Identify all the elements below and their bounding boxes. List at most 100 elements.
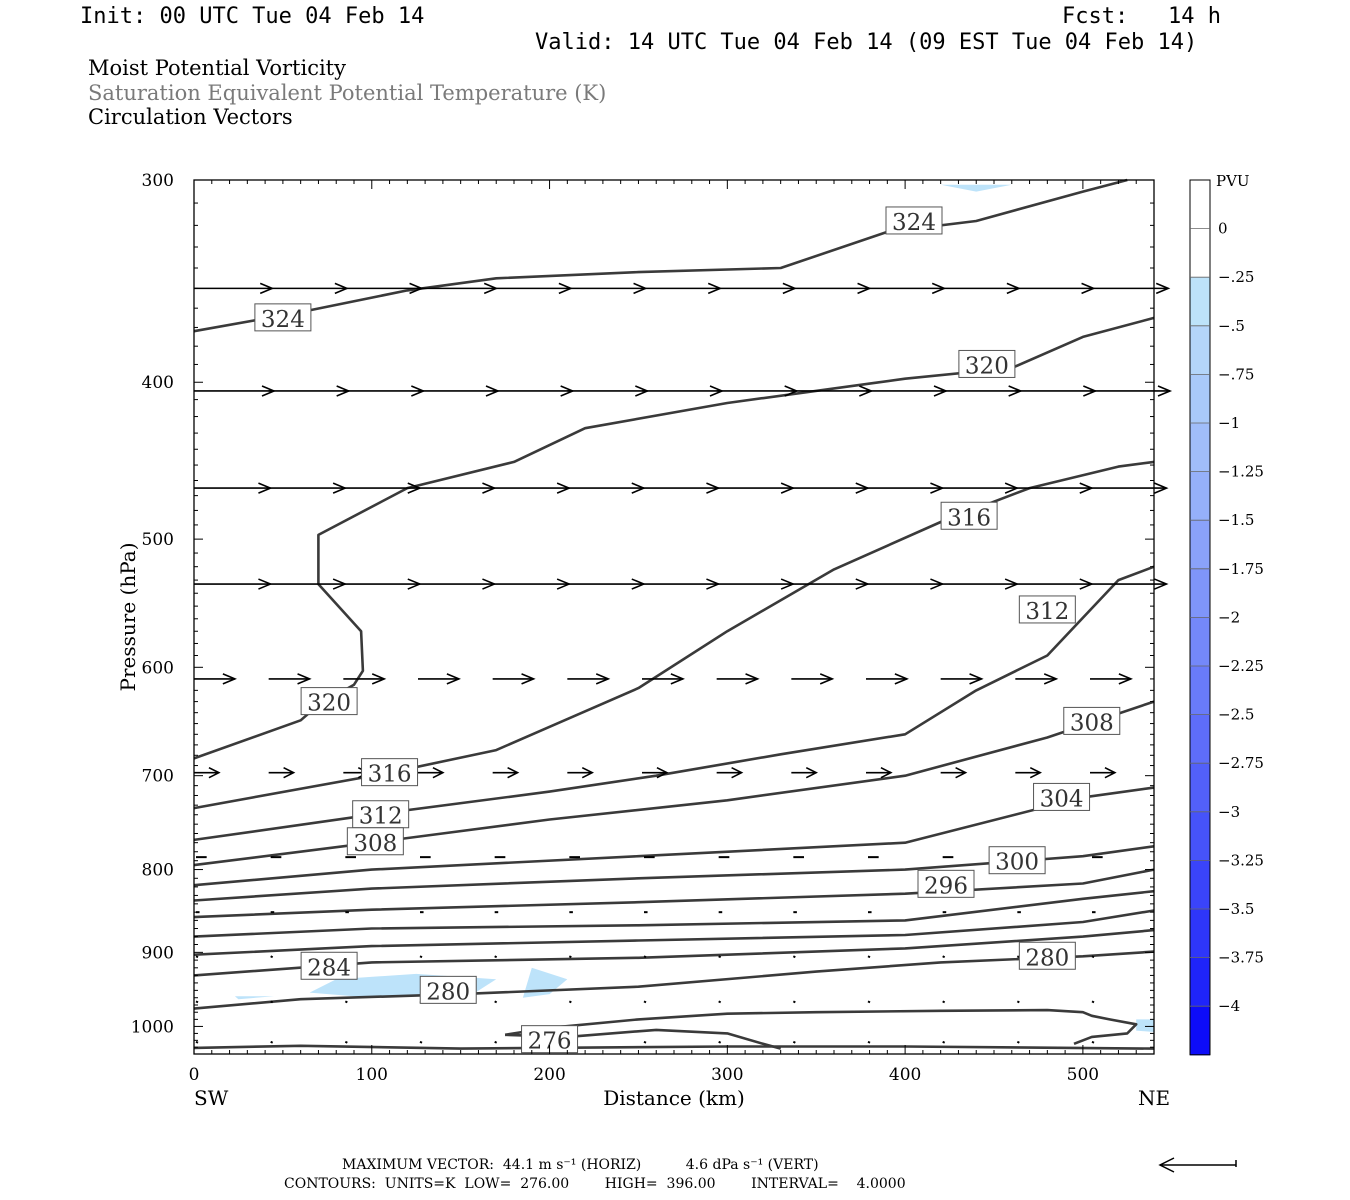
contour-label-text: 304	[1040, 786, 1084, 812]
circulation-vector	[942, 1000, 946, 1004]
contour-label-text: 320	[307, 691, 351, 717]
contour-label-box	[958, 349, 1016, 378]
contour-label-layer: 3243243203203163163123123083083043002962…	[254, 206, 1121, 1055]
colorbar-tick-label: −1.5	[1218, 511, 1254, 529]
circulation-vector	[1016, 1000, 1020, 1004]
contour-line-272	[193, 1044, 1155, 1050]
pv-colorbar: 0 −.25 −.5 −.75 −1 −1.25 −1.5 −1.75 −2 −2.25 −2.5 −…	[1189, 179, 1264, 1056]
forecast-hour: Fcst: 14 h	[1062, 4, 1221, 29]
circulation-vector	[942, 955, 946, 959]
colorbar-tick-label: −2.25	[1218, 657, 1264, 675]
colorbar-tick-label: −3.75	[1218, 949, 1264, 967]
contour-label-box	[1063, 706, 1121, 735]
colorbar-tick-label: −2.5	[1218, 706, 1254, 724]
contour-label-312: 312	[352, 800, 410, 830]
colorbar-swatch	[1190, 1006, 1210, 1056]
contour-label-312: 312	[1018, 595, 1076, 625]
contour-label-308: 308	[1063, 706, 1121, 736]
contour-label-text: 312	[1025, 599, 1069, 625]
circulation-vector-head	[581, 766, 595, 779]
contour-line-276	[504, 1008, 1138, 1046]
contour-label-280: 280	[1018, 941, 1076, 971]
contour-line-292	[193, 889, 1155, 938]
contour-label-316: 316	[361, 758, 419, 788]
colorbar-swatch	[1190, 180, 1210, 230]
circulation-vector-head	[208, 766, 221, 779]
contour-label-text: 324	[261, 307, 305, 333]
y-axis-title: Pressure (hPa)	[116, 543, 140, 692]
circulation-vector	[568, 1000, 572, 1004]
colorbar-swatch	[1190, 714, 1210, 764]
contour-label-box	[300, 687, 358, 716]
contour-label-box	[1018, 941, 1076, 970]
contour-label-text: 320	[965, 353, 1009, 379]
circulation-vector	[643, 1040, 647, 1044]
colorbar-swatch	[1190, 763, 1210, 813]
circulation-vector	[419, 1040, 423, 1044]
contour-label-308: 308	[346, 827, 404, 857]
x-tick-label: 200	[533, 1065, 565, 1085]
contour-label-280: 280	[419, 975, 477, 1005]
colorbar-swatch	[1190, 860, 1210, 910]
contour-line-316	[193, 460, 1155, 810]
colorbar-swatch	[1190, 423, 1210, 473]
circulation-vector	[270, 1000, 274, 1004]
circulation-vector	[792, 1000, 796, 1004]
contour-label-box	[1033, 782, 1091, 811]
contour-line-288	[193, 909, 1155, 956]
colorbar-tick-label: −3	[1218, 803, 1240, 821]
circulation-vector	[1091, 1000, 1095, 1004]
reference-vector-arrow-icon	[1158, 1157, 1237, 1173]
circulation-vector-head	[656, 766, 669, 779]
contour-label-box	[885, 206, 943, 235]
circulation-vector-head	[222, 673, 237, 685]
contour-label-text: 280	[1025, 945, 1069, 971]
y-tick-label: 700	[142, 767, 174, 787]
circulation-vector	[494, 1040, 498, 1044]
colorbar-tick-label: −.5	[1218, 317, 1245, 335]
colorbar-title: PVU	[1216, 172, 1250, 190]
contour-label-316: 316	[940, 501, 998, 531]
contour-line-300	[193, 845, 1155, 902]
contour-label-box	[940, 501, 998, 530]
circulation-vector	[867, 1040, 871, 1044]
colorbar-tick-label: −.25	[1218, 268, 1254, 286]
colorbar-swatch	[1190, 617, 1210, 667]
colorbar-tick-label: −.75	[1218, 365, 1254, 383]
circulation-vector-head	[745, 673, 760, 685]
contour-label-320: 320	[300, 687, 358, 717]
title-theta-es: Saturation Equivalent Potential Temperat…	[88, 81, 607, 105]
colorbar-tick-label: −2.75	[1218, 754, 1264, 772]
x-tick-label: 300	[711, 1065, 743, 1085]
y-tick-label: 500	[142, 530, 174, 550]
contour-label-box	[300, 951, 358, 980]
circulation-vector-head	[894, 673, 909, 685]
circulation-vector-head	[283, 766, 296, 779]
pv-shading-layer	[234, 184, 1154, 1032]
circulation-vector-head	[1029, 766, 1043, 779]
circulation-vector	[344, 1000, 348, 1004]
contour-label-text: 324	[892, 210, 936, 236]
contour-label-box	[1018, 595, 1076, 624]
circulation-vector-head	[521, 673, 536, 685]
circulation-vector	[419, 955, 423, 959]
pv-shade-region	[522, 967, 568, 998]
circulation-vector-head	[507, 766, 520, 779]
vector-layer	[194, 282, 1173, 1044]
circulation-vector-head	[1157, 385, 1173, 397]
contour-label-304: 304	[1033, 782, 1091, 812]
contour-label-320: 320	[958, 349, 1016, 379]
circulation-vector	[494, 1000, 498, 1004]
x-end-label-right: NE	[1138, 1086, 1170, 1110]
x-axis-title: Distance (km)	[603, 1086, 745, 1110]
y-tick-label: 1000	[131, 1017, 174, 1037]
contour-line-304	[193, 786, 1155, 887]
circulation-vector	[718, 955, 722, 959]
circulation-vector-head	[1155, 282, 1171, 295]
circulation-vector	[195, 1000, 199, 1004]
colorbar-swatch	[1190, 957, 1210, 1007]
circulation-vector-head	[819, 673, 835, 685]
colorbar-swatch	[1190, 228, 1210, 278]
contour-label-text: 280	[426, 979, 470, 1005]
